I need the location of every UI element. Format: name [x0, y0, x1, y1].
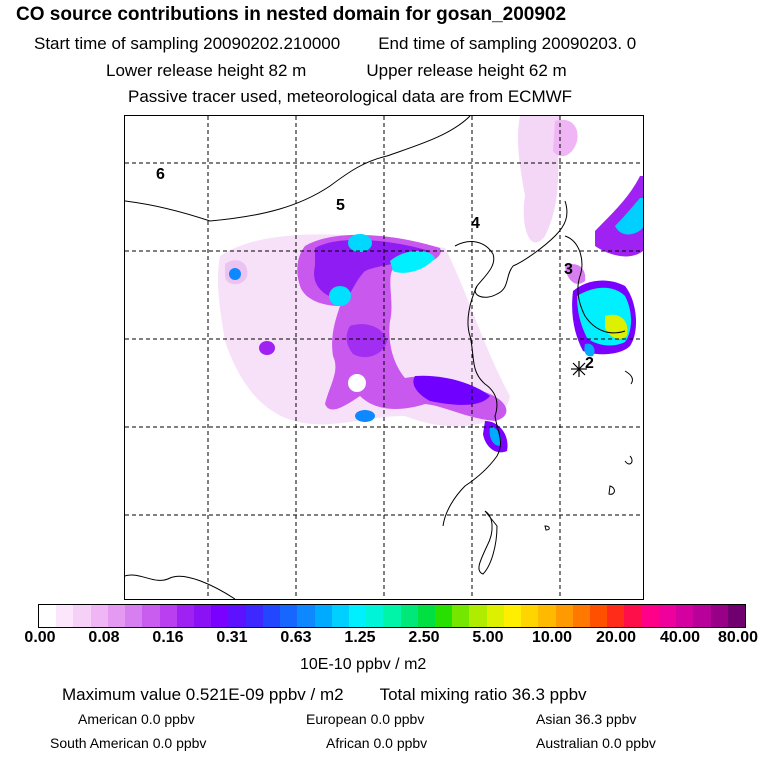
colorbar-swatch	[642, 605, 659, 627]
colorbar-swatch	[659, 605, 676, 627]
region-label-6: 6	[156, 166, 165, 184]
american-label: American 0.0 ppbv	[78, 711, 195, 727]
region-label-3: 3	[564, 261, 573, 279]
colorbar-swatch	[91, 605, 108, 627]
colorbar-swatch	[332, 605, 349, 627]
colorbar-tick-label: 0.31	[216, 629, 247, 647]
colorbar-swatch	[469, 605, 486, 627]
colorbar-swatch	[624, 605, 641, 627]
colorbar-swatch	[401, 605, 418, 627]
tracer-info-label: Passive tracer used, meteorological data…	[128, 87, 572, 107]
colorbar-swatch	[280, 605, 297, 627]
colorbar-swatch	[693, 605, 710, 627]
colorbar-tick-label: 20.00	[596, 629, 636, 647]
colorbar-swatch	[125, 605, 142, 627]
colorbar-swatch	[108, 605, 125, 627]
colorbar-tick-label: 0.00	[24, 629, 55, 647]
concentration-field	[218, 116, 643, 452]
graticule	[125, 116, 643, 599]
colorbar-swatch	[349, 605, 366, 627]
colorbar-swatch	[521, 605, 538, 627]
colorbar-swatch	[435, 605, 452, 627]
region-label-4: 4	[471, 215, 480, 233]
colorbar-tick-label: 80.00	[718, 629, 758, 647]
region-label-5: 5	[336, 197, 345, 215]
colorbar-tick-label: 2.50	[408, 629, 439, 647]
colorbar-swatch	[56, 605, 73, 627]
total-mixing-label: Total mixing ratio 36.3 ppbv	[380, 685, 587, 704]
colorbar-swatch	[573, 605, 590, 627]
region-label-2: 2	[585, 355, 594, 373]
colorbar-swatch	[39, 605, 56, 627]
colorbar-tick-label: 5.00	[472, 629, 503, 647]
colorbar-swatch	[211, 605, 228, 627]
colorbar-swatch	[711, 605, 728, 627]
colorbar-swatch	[366, 605, 383, 627]
colorbar-swatch	[504, 605, 521, 627]
end-time-label: End time of sampling 20090203. 0	[378, 34, 636, 53]
upper-height-label: Upper release height 62 m	[366, 61, 566, 80]
colorbar-swatch	[194, 605, 211, 627]
maximum-value-line: Maximum value 0.521E-09 ppbv / m2 Total m…	[62, 685, 587, 705]
colorbar	[38, 604, 746, 628]
asian-label: Asian 36.3 ppbv	[536, 711, 636, 727]
colorbar-swatch	[315, 605, 332, 627]
colorbar-swatch	[538, 605, 555, 627]
south-american-label: South American 0.0 ppbv	[50, 735, 206, 751]
colorbar-tick-label: 1.25	[344, 629, 375, 647]
colorbar-swatch	[383, 605, 400, 627]
colorbar-swatch	[418, 605, 435, 627]
maximum-value-label: Maximum value 0.521E-09 ppbv / m2	[62, 685, 344, 704]
colorbar-tick-label: 0.08	[88, 629, 119, 647]
colorbar-tick-label: 0.16	[152, 629, 183, 647]
plot-title: CO source contributions in nested domain…	[16, 4, 566, 26]
colorbar-tick-label: 0.63	[280, 629, 311, 647]
colorbar-swatch	[160, 605, 177, 627]
colorbar-swatch	[728, 605, 745, 627]
colorbar-swatch	[263, 605, 280, 627]
colorbar-tick-label: 40.00	[660, 629, 700, 647]
colorbar-swatch	[556, 605, 573, 627]
lower-height-label: Lower release height 82 m	[106, 61, 306, 80]
colorbar-swatch	[452, 605, 469, 627]
colorbar-swatch	[297, 605, 314, 627]
colorbar-swatch	[177, 605, 194, 627]
colorbar-swatch	[676, 605, 693, 627]
colorbar-swatch	[142, 605, 159, 627]
colorbar-unit-label: 10E-10 ppbv / m2	[300, 656, 426, 674]
release-height-line: Lower release height 82 m Upper release h…	[106, 61, 567, 81]
colorbar-swatch	[73, 605, 90, 627]
colorbar-tick-label: 10.00	[532, 629, 572, 647]
colorbar-swatch	[246, 605, 263, 627]
australian-label: Australian 0.0 ppbv	[536, 735, 656, 751]
african-label: African 0.0 ppbv	[326, 735, 427, 751]
colorbar-swatch	[590, 605, 607, 627]
sampling-time-line: Start time of sampling 20090202.210000 En…	[34, 34, 636, 54]
colorbar-swatch	[487, 605, 504, 627]
european-label: European 0.0 ppbv	[306, 711, 424, 727]
concentration-map: 6 5 4 3 2	[124, 115, 644, 600]
colorbar-swatch	[228, 605, 245, 627]
colorbar-swatch	[607, 605, 624, 627]
map-canvas	[125, 116, 643, 599]
start-time-label: Start time of sampling 20090202.210000	[34, 34, 340, 53]
